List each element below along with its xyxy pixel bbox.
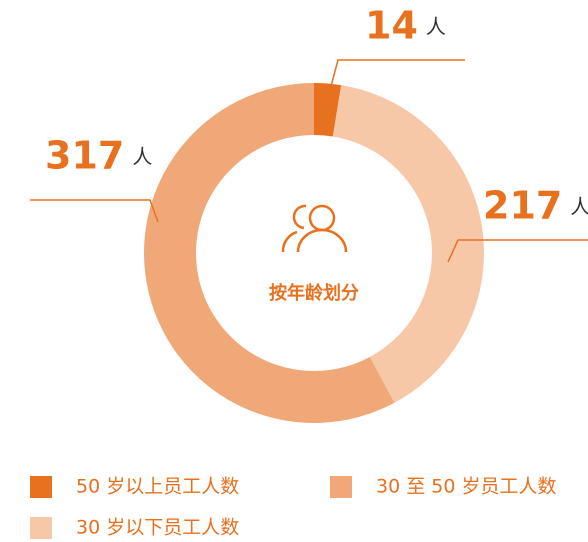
leader-line bbox=[329, 59, 465, 91]
people-icon bbox=[281, 204, 348, 253]
legend-label: 30 至 50 岁员工人数 bbox=[376, 476, 556, 498]
unit-label: 人 bbox=[426, 15, 446, 39]
legend-swatch bbox=[330, 476, 352, 498]
donut-slice bbox=[144, 83, 395, 423]
legend-swatch bbox=[30, 517, 52, 539]
value-label: 217 bbox=[483, 184, 562, 228]
unit-label: 人 bbox=[132, 145, 152, 169]
leader-line bbox=[447, 239, 588, 263]
legend-label: 50 岁以上员工人数 bbox=[76, 476, 239, 498]
value-label: 14 bbox=[365, 4, 418, 48]
value-label: 317 bbox=[45, 134, 124, 178]
unit-label: 人 bbox=[570, 195, 588, 219]
donut-slice bbox=[314, 83, 342, 137]
center-label: 按年龄划分 bbox=[269, 282, 359, 304]
legend-swatch bbox=[30, 476, 52, 498]
donut-slice bbox=[332, 85, 484, 403]
leader-line bbox=[30, 199, 159, 223]
legend-label: 30 岁以下员工人数 bbox=[76, 517, 239, 539]
